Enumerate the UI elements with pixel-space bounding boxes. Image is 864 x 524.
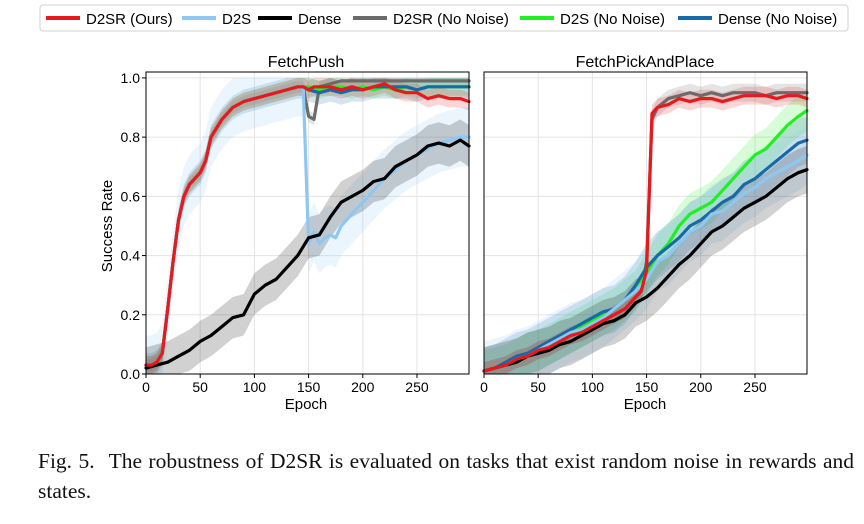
x-tick-label: 100 [243, 379, 267, 395]
series-line-d2sr-ours [144, 82, 471, 367]
x-tick-label: 200 [689, 379, 713, 395]
chart-fetchpush: FetchPush Success Rate Epoch 0 50 100 150 20… [99, 54, 471, 413]
x-tick-label: 50 [530, 379, 546, 395]
legend-item-dense-no-noise: Dense (No Noise) [678, 11, 837, 28]
legend-box [39, 4, 849, 32]
x-tick-label: 0 [480, 379, 488, 395]
x-tick-label: 50 [192, 379, 208, 395]
legend-label-dense: Dense [298, 11, 341, 28]
series-line-d2sr-ours [482, 94, 809, 373]
x-tick-label: 150 [635, 379, 659, 395]
legend-label-d2s: D2S [222, 11, 251, 28]
y-tick-label: 1.0 [121, 70, 141, 86]
x-tick-label: 250 [405, 379, 429, 395]
confidence-band-d2s-no-noise [484, 89, 807, 375]
legend-item-d2s: D2S [182, 11, 251, 28]
caption-label: Fig. 5. [38, 449, 95, 473]
confidence-band-dense-no-noise [484, 116, 807, 375]
legend-item-dense: Dense [258, 11, 341, 28]
legend-item-d2sr-no-noise: D2SR (No Noise) [353, 11, 509, 28]
y-axis-label: Success Rate [99, 180, 116, 273]
confidence-band-dense [146, 119, 469, 375]
x-tick-label: 150 [297, 379, 321, 395]
caption-text: The robustness of D2SR is evaluated on t… [38, 449, 854, 503]
y-tick-label: 0.0 [121, 366, 141, 382]
y-tick-label: 0.6 [121, 188, 141, 204]
x-axis-label: Epoch [285, 396, 328, 413]
figure: D2SR (Ours) D2S Dense D2SR (No Noise) D2… [39, 4, 849, 413]
chart-title: FetchPush [268, 54, 344, 71]
series-line-dense [482, 168, 809, 373]
y-tick-label: 0.4 [121, 248, 141, 264]
chart-title: FetchPickAndPlace [576, 54, 715, 71]
series-line-dense [144, 138, 471, 370]
legend: D2SR (Ours) D2S Dense D2SR (No Noise) D2… [39, 4, 849, 32]
legend-label-d2sr-no-noise: D2SR (No Noise) [393, 11, 509, 28]
plot-frame [483, 71, 808, 375]
x-tick-label: 200 [351, 379, 375, 395]
y-tick-label: 0.8 [121, 129, 141, 145]
x-tick-label: 250 [743, 379, 767, 395]
y-tick-label: 0.2 [121, 307, 141, 323]
x-tick-label: 100 [581, 379, 605, 395]
legend-label-dense-no-noise: Dense (No Noise) [718, 11, 837, 28]
chart-fetchpickandplace: FetchPickAndPlace Epoch 0 50 100 150 200 250 [480, 54, 809, 413]
legend-label-d2sr: D2SR (Ours) [86, 11, 173, 28]
confidence-band-dense [484, 146, 807, 374]
legend-item-d2s-no-noise: D2S (No Noise) [520, 11, 665, 28]
legend-item-d2sr: D2SR (Ours) [46, 11, 173, 28]
x-axis-label: Epoch [624, 396, 667, 413]
plot-frame [145, 71, 470, 375]
legend-label-d2s-no-noise: D2S (No Noise) [560, 11, 665, 28]
figure-caption: Fig. 5. The robustness of D2SR is evaluat… [38, 446, 854, 506]
x-tick-label: 0 [142, 379, 150, 395]
